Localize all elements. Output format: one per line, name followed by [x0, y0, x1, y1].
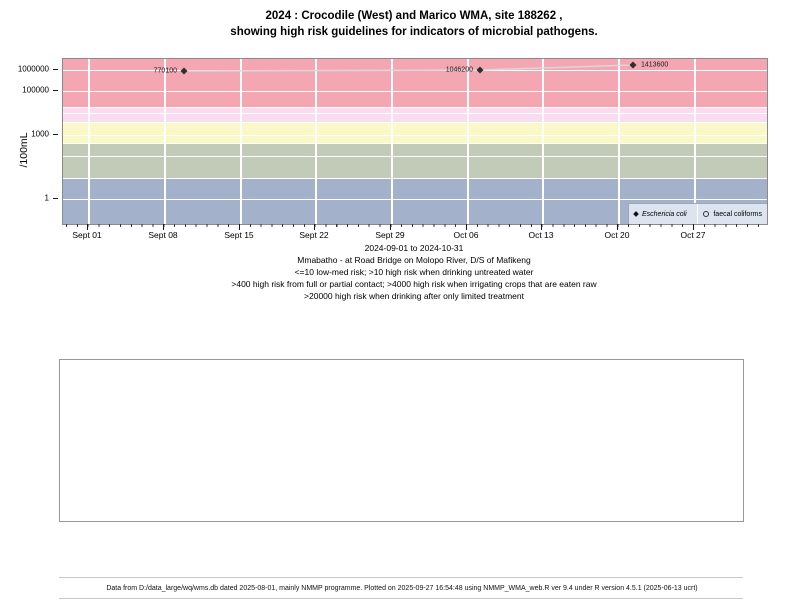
chart-title-line1: 2024 : Crocodile (West) and Marico WMA, …: [265, 10, 563, 22]
x-tick-mark: [693, 224, 694, 230]
gridline-vertical: [467, 59, 469, 224]
series-line-eschericia-coli: [183, 64, 634, 72]
x-tick-label: Sept 29: [375, 230, 405, 240]
data-point-label: 770100: [153, 67, 177, 75]
gridline-horizontal: [63, 107, 767, 108]
footer-rule-bottom: [59, 598, 743, 599]
legend-item-faecal-coliforms: faecal coliforms: [698, 204, 767, 224]
legend-divider: [697, 204, 699, 224]
y-tick-label: 1000: [31, 129, 49, 139]
legend-item-eschericia-coli: Eschericia coli: [629, 204, 697, 224]
caption-site: Mmabatho - at Road Bridge on Molopo Rive…: [297, 255, 531, 265]
x-tick-mark: [617, 224, 618, 230]
x-tick-label: Sept 15: [224, 230, 254, 240]
gridline-vertical: [240, 59, 242, 224]
risk-band-4000-20000: [63, 107, 767, 122]
x-tick-mark: [239, 224, 240, 230]
x-tick-label: Sept 22: [299, 230, 329, 240]
gridline-horizontal: [63, 113, 767, 114]
y-tick-mark: [53, 198, 58, 199]
empty-panel: [59, 359, 744, 522]
gridline-vertical: [618, 59, 620, 224]
gridline-vertical: [88, 59, 90, 224]
caption-risk-line1: <=10 low-med risk; >10 high risk when dr…: [294, 267, 534, 277]
x-tick-mark: [87, 224, 88, 230]
gridline-horizontal: [63, 199, 767, 200]
caption-date-range: 2024-09-01 to 2024-10-31: [364, 243, 464, 253]
chart-title: 2024 : Crocodile (West) and Marico WMA, …: [62, 8, 766, 40]
gridline-vertical: [164, 59, 166, 224]
gridline-horizontal: [63, 91, 767, 92]
x-tick-label: Oct 13: [528, 230, 554, 240]
y-tick-label: 1: [44, 193, 49, 203]
gridline-horizontal: [63, 122, 767, 123]
filled-diamond-icon: [633, 211, 639, 217]
gridline-vertical: [542, 59, 544, 224]
gridline-horizontal: [63, 156, 767, 157]
x-tick-label: Oct 20: [604, 230, 630, 240]
caption-risk-line2: >400 high risk from full or partial cont…: [231, 279, 597, 289]
caption-block: 2024-09-01 to 2024-10-31 Mmabatho - at R…: [62, 242, 766, 302]
y-tick-label: 1000000: [17, 64, 49, 74]
risk-band-10-400: [63, 143, 767, 178]
footer-rule-top: [59, 577, 743, 578]
gridline-horizontal: [63, 135, 767, 136]
plot-area: 770100 1046200 1413600 Eschericia coli f…: [62, 58, 768, 225]
x-tick-mark: [466, 224, 467, 230]
gridline-vertical: [391, 59, 393, 224]
x-tick-label: Sept 08: [148, 230, 178, 240]
caption-risk-line3: >20000 high risk when drinking after onl…: [304, 291, 524, 301]
x-tick-mark: [314, 224, 315, 230]
x-tick-label: Oct 27: [680, 230, 706, 240]
footer-text: Data from D:/data_large/wq/wms.db dated …: [106, 585, 698, 592]
y-tick-label: 100000: [22, 85, 49, 95]
legend-label: faecal coliforms: [713, 210, 762, 218]
y-tick-mark: [53, 134, 58, 135]
gridline-vertical: [315, 59, 317, 224]
x-tick-mark: [390, 224, 391, 230]
x-tick-label: Sept 01: [72, 230, 102, 240]
x-tick-mark: [163, 224, 164, 230]
legend-label: Eschericia coli: [642, 210, 687, 218]
x-tick-mark: [541, 224, 542, 230]
gridline-horizontal: [63, 143, 767, 144]
y-tick-mark: [53, 69, 58, 70]
y-axis-label: /100mL: [18, 132, 30, 168]
gridline-horizontal: [63, 178, 767, 179]
risk-band-400-4000: [63, 122, 767, 143]
risk-band-above-20000: [63, 59, 767, 107]
open-circle-icon: [703, 211, 710, 217]
data-point-label: 1046200: [445, 66, 473, 74]
legend: Eschericia coli faecal coliforms: [628, 203, 767, 224]
data-point-label: 1413600: [641, 61, 669, 69]
y-tick-mark: [53, 90, 58, 91]
x-tick-label: Oct 06: [453, 230, 479, 240]
chart-title-line2: showing high risk guidelines for indicat…: [230, 26, 598, 38]
x-axis-minor-ticks: [66, 224, 766, 227]
gridline-vertical: [694, 59, 696, 224]
